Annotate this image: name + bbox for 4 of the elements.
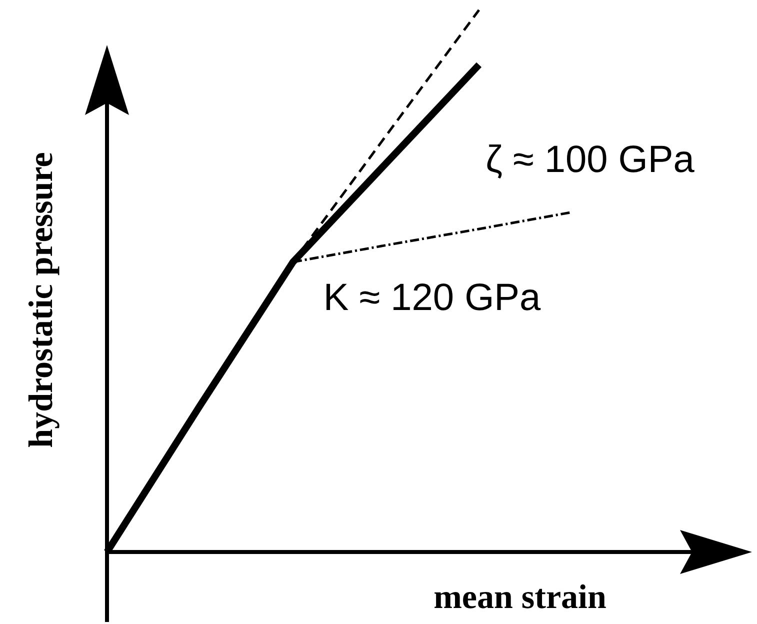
annotation: ζ ≈ 100 GPa <box>486 139 696 182</box>
x-axis-title: mean strain <box>434 579 606 616</box>
annotation: K ≈ 120 GPa <box>323 277 542 320</box>
y-axis-title: hydrostatic pressure <box>23 152 60 448</box>
